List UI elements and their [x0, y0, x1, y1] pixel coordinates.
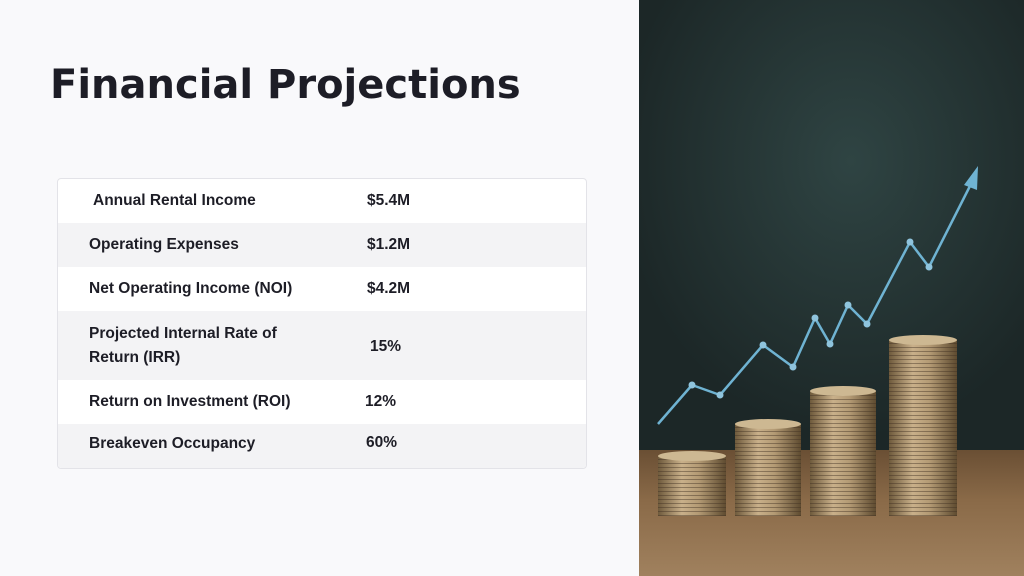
row-label: Net Operating Income (NOI) — [89, 280, 293, 297]
row-label: Operating Expenses — [89, 236, 239, 253]
row-label: Return on Investment (ROI) — [89, 393, 291, 410]
financial-table: Annual Rental Income $5.4M Operating Exp… — [57, 178, 587, 469]
row-label: Breakeven Occupancy — [89, 435, 256, 452]
coin-stack — [658, 451, 726, 516]
coin-stack — [810, 386, 876, 516]
table-row: Return on Investment (ROI) 12% — [58, 380, 586, 424]
table-row: Net Operating Income (NOI) $4.2M — [58, 267, 586, 311]
table-row: Annual Rental Income $5.4M — [58, 179, 586, 223]
table-row: Breakeven Occupancy 60% — [58, 424, 586, 468]
coin-stacks-photo — [639, 0, 1024, 576]
page-title: Financial Projections — [50, 62, 521, 108]
row-value: 12% — [365, 393, 397, 410]
row-label: Annual Rental Income — [93, 192, 256, 209]
table-row: Projected Internal Rate of Return (IRR) … — [58, 311, 586, 380]
table-row: Operating Expenses $1.2M — [58, 223, 586, 267]
row-label: Projected Internal Rate of Return (IRR) — [89, 325, 277, 366]
coin-stack — [889, 335, 957, 516]
row-value: $1.2M — [367, 236, 411, 253]
row-value: 15% — [370, 338, 402, 355]
coin-stacks-growth-chart-icon — [639, 0, 1024, 576]
coin-stack — [735, 419, 801, 516]
row-value: 60% — [366, 434, 398, 451]
row-value: $4.2M — [367, 280, 411, 297]
growth-arrow-icon — [657, 166, 978, 425]
content-panel: Financial Projections Annual Rental Inco… — [50, 62, 587, 469]
row-value: $5.4M — [367, 192, 411, 209]
